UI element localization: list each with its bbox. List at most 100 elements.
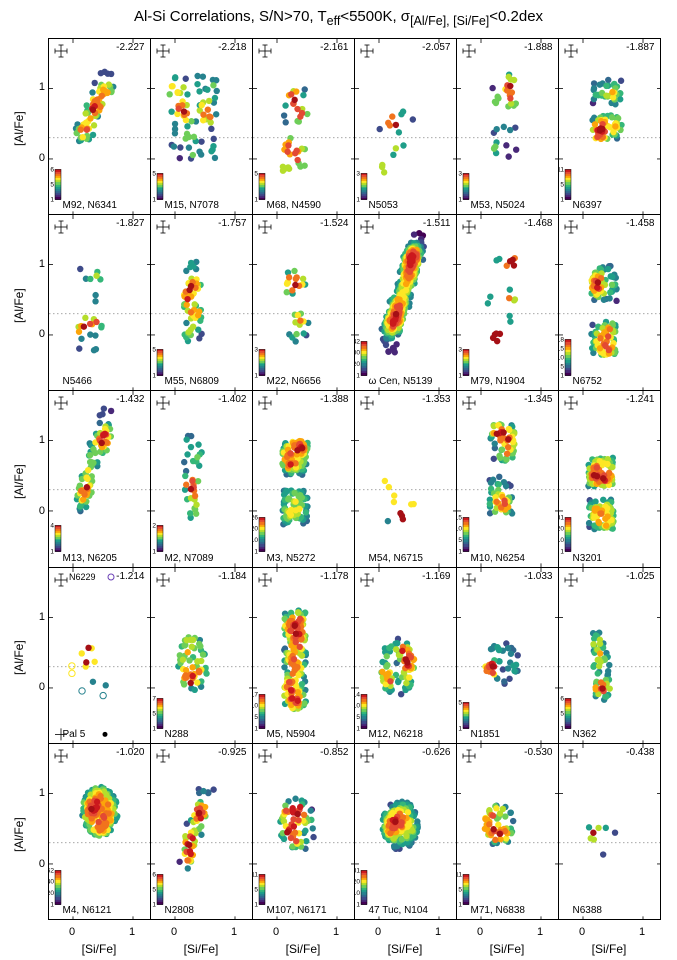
cluster-label: N288	[165, 729, 189, 740]
svg-text:1: 1	[50, 196, 54, 203]
x-axis-label: [Si/Fe]	[181, 942, 221, 956]
subplot: 151014-1.169M12, N6218	[354, 567, 457, 744]
x-axis-label: [Si/Fe]	[79, 942, 119, 956]
y-tick-label: 0	[35, 505, 45, 517]
subplot: 1204052-1.020M4, N6121	[48, 743, 151, 920]
cluster-label: Pal 5	[63, 729, 86, 740]
svg-text:17: 17	[253, 691, 258, 698]
cluster-label: M68, N4590	[267, 200, 321, 211]
title-text: Al-Si Correlations, S/N>70, T	[134, 8, 327, 25]
x-tick-label: 0	[475, 926, 485, 938]
x-tick-label: 0	[271, 926, 281, 938]
figure: Al-Si Correlations, S/N>70, Teff<5500K, …	[0, 0, 677, 960]
subplot: 151017-1.178M5, N5904	[252, 567, 355, 744]
svg-text:11: 11	[253, 871, 258, 878]
subplot: 13-1.524M22, N6656	[252, 214, 355, 391]
metallicity-label: -1.757	[218, 218, 246, 229]
cluster-label: M55, N6809	[165, 376, 219, 387]
x-tick-label: 1	[331, 926, 341, 938]
svg-text:1: 1	[356, 901, 360, 908]
figure-title: Al-Si Correlations, S/N>70, Teff<5500K, …	[0, 8, 677, 28]
svg-text:5: 5	[458, 886, 462, 893]
metallicity-label: -1.033	[524, 571, 552, 582]
y-tick-label: 1	[35, 434, 45, 446]
x-tick-label: 1	[433, 926, 443, 938]
subplot: 15-1.757M55, N6809	[150, 214, 253, 391]
metallicity-label: -1.214	[116, 571, 144, 582]
svg-text:18: 18	[559, 336, 564, 343]
subplot: -1.827N5466	[48, 214, 151, 391]
subplot: 12-1.402M2, N7089	[150, 390, 253, 567]
cluster-label: M71, N6838	[471, 905, 525, 916]
y-tick-label: 0	[35, 328, 45, 340]
svg-text:1: 1	[50, 901, 54, 908]
subplot: 15-2.218M15, N7078	[150, 38, 253, 215]
subplot: 13-2.057N5053	[354, 38, 457, 215]
svg-text:1: 1	[254, 901, 258, 908]
metallicity-label: -1.458	[626, 218, 654, 229]
metallicity-label: -1.241	[626, 394, 654, 405]
x-axis-label: [Si/Fe]	[589, 942, 629, 956]
x-tick-label: 0	[169, 926, 179, 938]
subplot: 156-1.025N362	[558, 567, 661, 744]
x-tick-label: 0	[373, 926, 383, 938]
svg-text:5: 5	[50, 181, 54, 188]
svg-text:10: 10	[559, 537, 564, 544]
panel-grid: 156-2.227M92, N634115-2.218M15, N707815-…	[48, 38, 660, 920]
svg-text:1: 1	[152, 196, 156, 203]
svg-text:52: 52	[49, 867, 54, 874]
metallicity-label: -0.925	[218, 747, 246, 758]
svg-text:1: 1	[254, 725, 258, 732]
svg-text:1: 1	[458, 196, 462, 203]
y-tick-label: 1	[35, 81, 45, 93]
svg-text:31: 31	[355, 867, 360, 874]
svg-text:1: 1	[356, 725, 360, 732]
x-axis-label: [Si/Fe]	[385, 942, 425, 956]
metallicity-label: -2.227	[116, 42, 144, 53]
cluster-label: N6397	[573, 200, 602, 211]
cluster-label: M2, N7089	[165, 553, 214, 564]
svg-text:11: 11	[559, 166, 564, 173]
svg-text:5: 5	[560, 363, 564, 370]
cluster-label: N362	[573, 729, 597, 740]
subplot: 1102031-1.241N3201	[558, 390, 661, 567]
svg-text:3: 3	[458, 170, 462, 177]
svg-text:10: 10	[253, 537, 258, 544]
cluster-label: M54, N6715	[369, 553, 423, 564]
svg-text:10: 10	[253, 702, 258, 709]
cluster-label: M12, N6218	[369, 729, 423, 740]
subplot: 151015-1.345M10, N6254	[456, 390, 559, 567]
svg-text:5: 5	[356, 714, 360, 721]
metallicity-label: -1.827	[116, 218, 144, 229]
svg-text:20: 20	[253, 526, 258, 533]
metallicity-label: -1.184	[218, 571, 246, 582]
metallicity-label: -1.388	[320, 394, 348, 405]
y-tick-label: 0	[35, 681, 45, 693]
metallicity-label: -1.025	[626, 571, 654, 582]
cluster-label: N2808	[165, 905, 194, 916]
svg-text:14: 14	[355, 691, 360, 698]
subplot: N6229-1.214Pal 5	[48, 567, 151, 744]
metallicity-label: -1.524	[320, 218, 348, 229]
svg-text:1: 1	[458, 549, 462, 556]
cluster-label: M5, N5904	[267, 729, 316, 740]
metallicity-label: -1.511	[423, 218, 451, 229]
svg-text:5: 5	[254, 886, 258, 893]
svg-text:30: 30	[355, 350, 360, 357]
subplot: 15-1.033N1851	[456, 567, 559, 744]
y-axis-label: [Al/Fe]	[12, 112, 26, 147]
svg-text:20: 20	[49, 890, 54, 897]
subplot: -0.438N6388	[558, 743, 661, 920]
svg-text:1: 1	[458, 725, 462, 732]
y-axis-label: [Al/Fe]	[12, 817, 26, 852]
svg-text:26: 26	[253, 515, 258, 522]
metallicity-label: -1.020	[116, 747, 144, 758]
svg-text:1: 1	[560, 725, 564, 732]
x-tick-label: 0	[67, 926, 77, 938]
subplot: 1203042-1.511ω Cen, N5139	[354, 214, 457, 391]
svg-text:1: 1	[50, 549, 54, 556]
svg-text:5: 5	[152, 710, 156, 717]
cluster-label: M13, N6205	[63, 553, 117, 564]
x-tick-label: 0	[577, 926, 587, 938]
svg-text:10: 10	[355, 890, 360, 897]
